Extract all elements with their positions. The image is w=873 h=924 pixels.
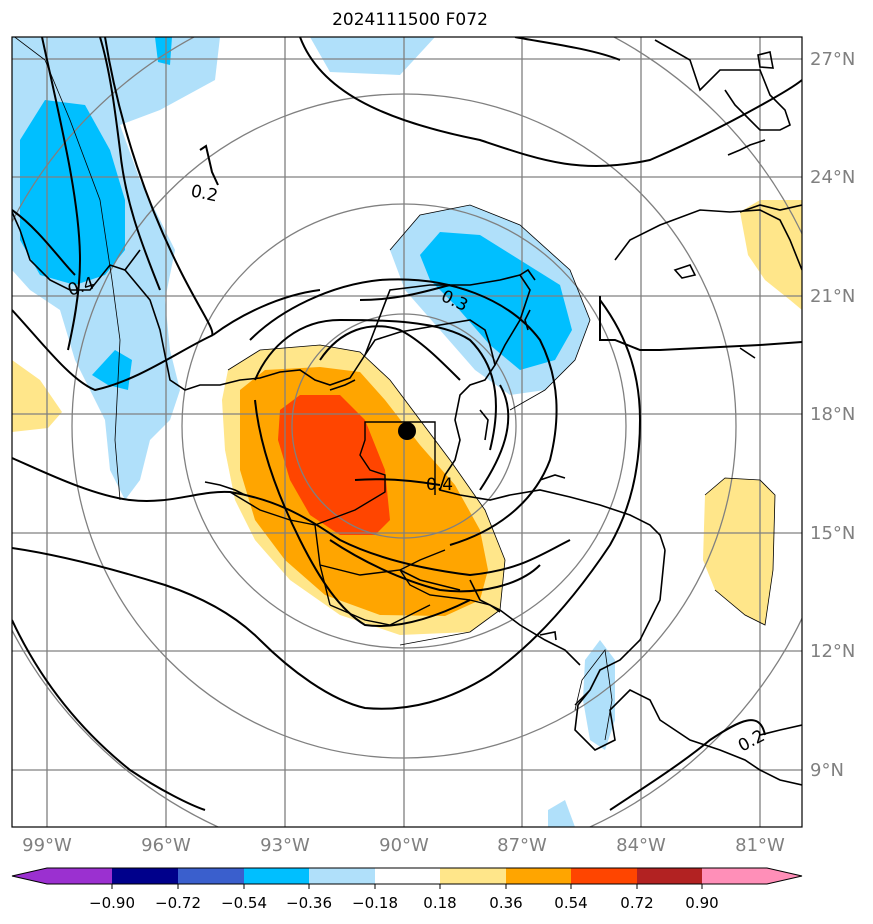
lat-label: 15°N — [810, 523, 855, 544]
latitude-labels: 27°N 24°N 21°N 18°N 15°N 12°N 9°N — [810, 49, 855, 781]
positive-anomaly-strong-main — [278, 395, 390, 535]
borders — [229, 421, 601, 706]
lat-label: 9°N — [810, 760, 844, 781]
colorbar-segment — [637, 868, 702, 884]
colorbar-tick-label: 0.90 — [685, 894, 718, 912]
map-area: 0.2 0.4 0.3 0.4 0.2 — [12, 37, 802, 827]
colorbar-extend-low — [12, 868, 47, 884]
negative-anomaly-weak-top — [310, 37, 435, 75]
lat-label: 12°N — [810, 641, 855, 662]
colorbar-tick-label: 0.36 — [489, 894, 522, 912]
negative-anomaly-strong-nw-small — [92, 350, 132, 390]
map-title: 2024111500 F072 — [332, 10, 488, 30]
colorbar-segment — [702, 868, 767, 884]
lon-label: 81°W — [735, 835, 785, 856]
lat-label: 21°N — [810, 286, 855, 307]
colorbar-segment — [309, 868, 375, 884]
colorbar-tick-label: 0.54 — [554, 894, 587, 912]
colorbar-segment — [375, 868, 440, 884]
positive-anomaly-weak-east — [740, 200, 802, 310]
colorbar-segment — [506, 868, 571, 884]
colorbar-tick-label: −0.18 — [352, 894, 398, 912]
longitude-labels: 99°W 96°W 93°W 90°W 87°W 84°W 81°W — [22, 835, 785, 856]
lat-label: 24°N — [810, 167, 855, 188]
negative-anomaly-strong-yucatan — [420, 232, 572, 370]
colorbar-segment — [112, 868, 178, 884]
negative-anomaly-weak-bottom — [548, 800, 575, 827]
colorbar-tick-label: −0.90 — [89, 894, 135, 912]
lon-label: 96°W — [141, 835, 191, 856]
colorbar-tick-label: −0.54 — [221, 894, 267, 912]
lon-label: 90°W — [379, 835, 429, 856]
lon-label: 99°W — [22, 835, 72, 856]
positive-anomaly-weak-southeast — [703, 478, 775, 625]
positive-anomaly-weak-west — [12, 360, 62, 432]
colorbar-tick-label: 0.18 — [423, 894, 456, 912]
colorbar-segment — [571, 868, 637, 884]
contour-label-0.2-nw: 0.2 — [189, 181, 220, 206]
lon-label: 84°W — [616, 835, 666, 856]
storm-center-marker — [398, 422, 416, 440]
colorbar-segment — [47, 868, 112, 884]
negative-anomaly-strong-nw — [20, 100, 125, 285]
colorbar: −0.90 −0.72 −0.54 −0.36 −0.18 0.18 0.36 … — [11, 867, 803, 912]
colorbar-tick-label: 0.72 — [620, 894, 653, 912]
lat-label: 27°N — [810, 49, 855, 70]
contour-label-0.4-center: 0.4 — [426, 475, 453, 495]
colorbar-segment — [178, 868, 244, 884]
lon-label: 87°W — [497, 835, 547, 856]
colorbar-segment — [244, 868, 309, 884]
map-frame — [11, 36, 803, 828]
colorbar-extend-high — [767, 868, 802, 884]
lat-label: 18°N — [810, 404, 855, 425]
colorbar-segment — [440, 868, 506, 884]
lon-label: 93°W — [260, 835, 310, 856]
colorbar-outline — [11, 867, 803, 885]
colorbar-tick-label: −0.72 — [155, 894, 201, 912]
colorbar-tick-label: −0.36 — [286, 894, 332, 912]
coastlines — [12, 39, 802, 786]
range-rings — [12, 37, 802, 827]
